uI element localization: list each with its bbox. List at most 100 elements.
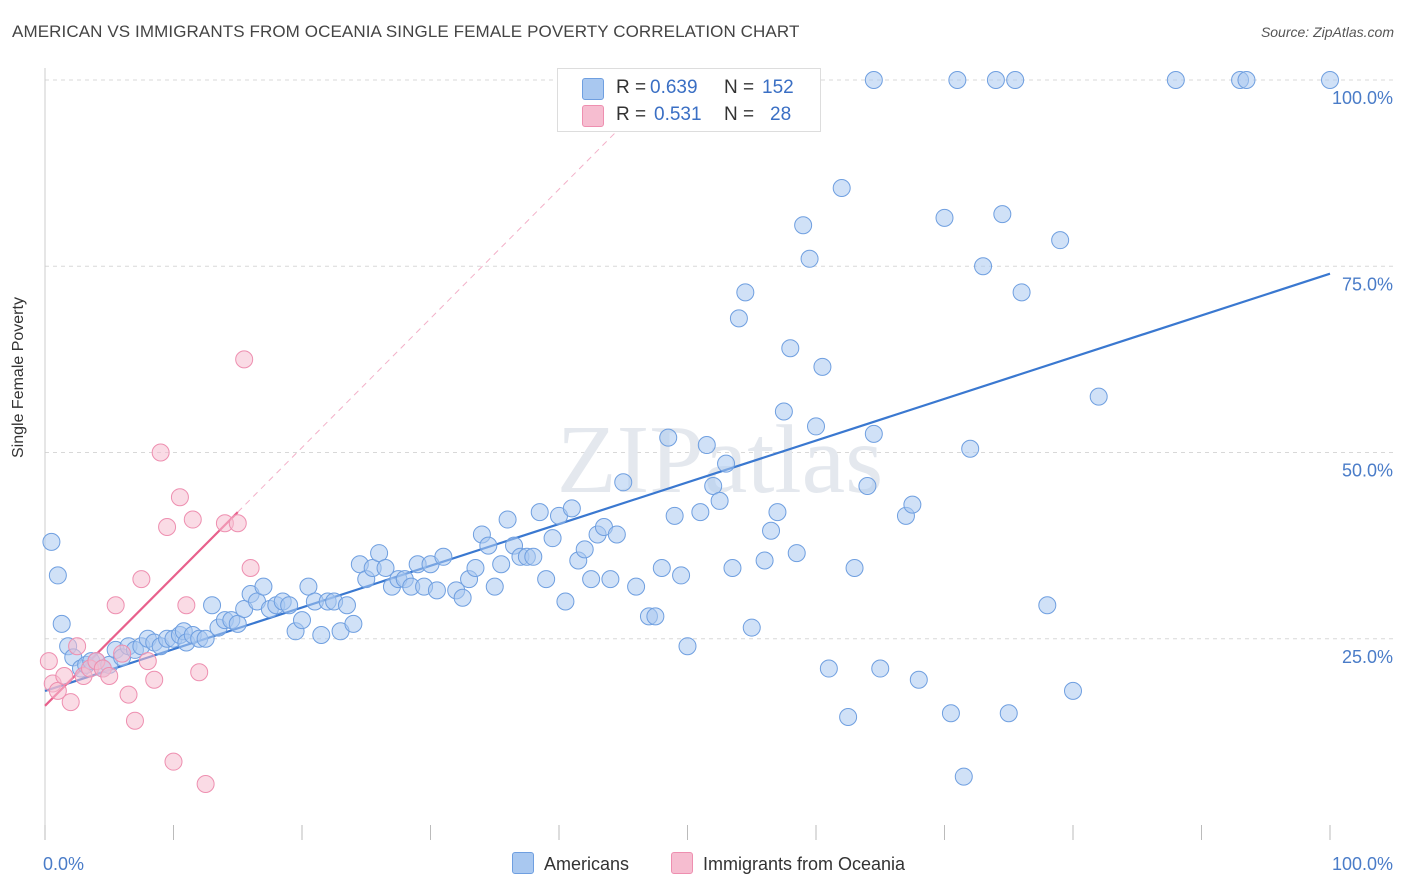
point-americans xyxy=(710,491,729,510)
y-axis-label: Single Female Poverty xyxy=(10,297,27,458)
point-americans xyxy=(427,581,446,600)
trendline-oceania-extension xyxy=(237,79,669,513)
n-value: 28 xyxy=(770,104,792,125)
legend-label-oceania: Immigrants from Oceania xyxy=(703,854,906,874)
point-americans xyxy=(652,558,671,577)
point-oceania xyxy=(145,670,164,689)
series-legend: Americans Immigrants from Oceania xyxy=(0,852,1406,878)
point-oceania xyxy=(151,443,170,462)
point-americans xyxy=(543,529,562,548)
point-oceania xyxy=(241,558,260,577)
point-americans xyxy=(999,704,1018,723)
point-americans xyxy=(704,477,723,496)
point-oceania xyxy=(55,667,74,685)
point-oceania xyxy=(158,518,177,536)
point-oceania xyxy=(170,488,189,507)
point-americans xyxy=(723,558,742,577)
point-americans xyxy=(762,521,781,540)
point-americans xyxy=(948,71,967,89)
point-americans xyxy=(1006,71,1025,89)
point-americans xyxy=(781,339,800,358)
point-americans xyxy=(228,614,247,633)
point-americans xyxy=(961,439,980,458)
point-americans xyxy=(755,551,774,570)
point-americans xyxy=(1064,681,1082,700)
point-americans xyxy=(807,417,825,436)
point-americans xyxy=(858,477,877,496)
point-americans xyxy=(312,626,331,645)
point-americans xyxy=(556,592,575,611)
point-oceania xyxy=(106,596,125,615)
axes xyxy=(44,68,1331,840)
n-label: N = xyxy=(724,77,755,98)
source-credit: Source: ZipAtlas.com xyxy=(1260,24,1394,40)
point-americans xyxy=(903,495,922,514)
legend-swatch-oceania xyxy=(671,852,693,874)
point-americans xyxy=(203,596,222,615)
r-value: 0.639 xyxy=(650,77,698,98)
point-americans xyxy=(344,614,363,633)
point-americans xyxy=(337,596,356,615)
point-americans xyxy=(794,216,813,235)
point-oceania xyxy=(48,681,67,700)
point-americans xyxy=(607,525,626,544)
point-americans xyxy=(498,510,517,529)
point-americans xyxy=(787,544,806,563)
point-oceania xyxy=(196,775,215,794)
x-tick-label: 100.0% xyxy=(1332,854,1393,874)
legend-label-americans: Americans xyxy=(544,854,630,874)
point-americans xyxy=(717,454,736,473)
trendline-americans xyxy=(44,272,1331,692)
legend-item-oceania[interactable]: Immigrants from Oceania xyxy=(671,852,905,875)
point-oceania xyxy=(125,711,144,730)
point-americans xyxy=(1321,71,1339,89)
point-americans xyxy=(974,257,993,276)
point-americans xyxy=(299,577,318,596)
point-americans xyxy=(768,503,787,522)
point-oceania xyxy=(39,652,58,671)
point-americans xyxy=(492,555,511,574)
point-americans xyxy=(935,208,954,227)
point-americans xyxy=(524,547,543,566)
point-americans xyxy=(832,179,851,198)
n-value: 152 xyxy=(762,77,794,98)
legend-swatch-americans xyxy=(512,852,534,874)
point-americans xyxy=(254,577,273,596)
r-label: R = xyxy=(616,104,647,125)
point-oceania xyxy=(228,514,247,533)
point-oceania xyxy=(61,693,80,712)
point-americans xyxy=(909,670,928,689)
point-americans xyxy=(729,309,748,328)
point-americans xyxy=(280,596,299,615)
point-americans xyxy=(800,249,819,268)
point-americans xyxy=(293,611,311,630)
point-americans xyxy=(736,283,755,302)
point-oceania xyxy=(235,350,254,369)
point-americans xyxy=(376,558,395,577)
point-oceania xyxy=(119,685,138,704)
point-americans xyxy=(434,547,453,566)
point-americans xyxy=(691,503,710,522)
point-americans xyxy=(575,540,594,559)
n-label: N = xyxy=(724,104,755,125)
point-americans xyxy=(196,629,215,648)
data-points xyxy=(39,71,1339,794)
point-americans xyxy=(48,566,67,585)
point-americans xyxy=(627,577,646,596)
legend-swatch-oceania xyxy=(582,105,604,127)
point-americans xyxy=(659,428,678,447)
point-oceania xyxy=(177,596,196,615)
point-oceania xyxy=(132,570,151,589)
point-americans xyxy=(813,357,832,376)
point-americans xyxy=(466,558,485,577)
point-americans xyxy=(370,544,389,563)
point-americans xyxy=(665,506,684,525)
legend-item-americans[interactable]: Americans xyxy=(512,852,629,875)
point-americans xyxy=(42,532,61,551)
y-tick-label: 25.0% xyxy=(1342,647,1393,667)
point-americans xyxy=(941,704,960,723)
point-americans xyxy=(871,659,890,678)
point-americans xyxy=(485,577,504,596)
point-oceania xyxy=(183,510,202,529)
point-americans xyxy=(864,424,883,443)
